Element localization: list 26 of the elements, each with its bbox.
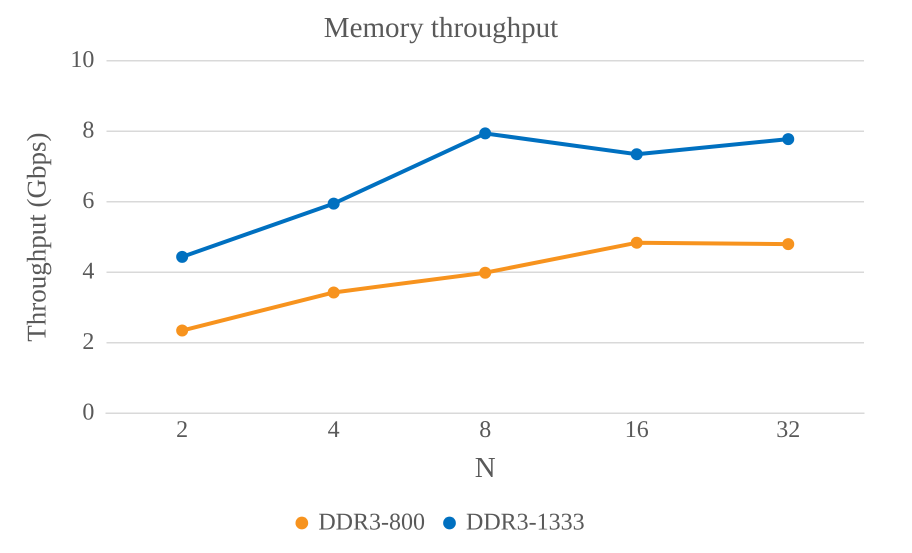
point bbox=[479, 127, 492, 140]
y-tick-label: 10 bbox=[70, 47, 94, 74]
x-tick-label: 4 bbox=[328, 417, 340, 444]
x-tick-label: 2 bbox=[176, 417, 188, 444]
x-axis-title: N bbox=[474, 452, 496, 484]
y-tick-label: 4 bbox=[82, 258, 94, 285]
point bbox=[328, 286, 340, 298]
point bbox=[328, 198, 340, 210]
point bbox=[176, 250, 188, 263]
y-tick-label: 8 bbox=[82, 118, 94, 144]
y-axis-title: Throughput (Gbps) bbox=[21, 132, 52, 342]
point bbox=[630, 236, 643, 249]
point bbox=[479, 266, 492, 279]
legend-label: DDR3-800 bbox=[318, 509, 426, 536]
x-tick-label: 32 bbox=[776, 417, 800, 444]
y-tick-label: 2 bbox=[82, 329, 94, 356]
x-tick-label: 8 bbox=[479, 417, 492, 444]
point bbox=[176, 324, 188, 337]
legend-label: DDR3-1333 bbox=[466, 509, 585, 536]
point bbox=[782, 133, 794, 146]
y-tick-label: 6 bbox=[82, 188, 94, 214]
point bbox=[630, 148, 643, 160]
point bbox=[782, 238, 794, 250]
chart-title: Memory throughput bbox=[324, 12, 558, 44]
x-tick-label: 16 bbox=[624, 417, 649, 444]
y-tick-label: 0 bbox=[82, 400, 94, 426]
